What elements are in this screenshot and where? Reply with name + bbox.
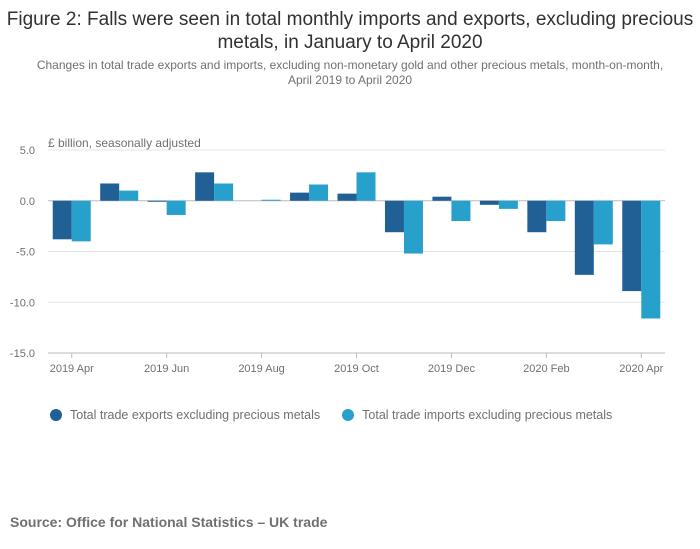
y-tick-label: 5.0	[20, 145, 35, 157]
x-tick-label: 2019 Jun	[144, 363, 189, 375]
plot-area: 5.0 0.0 -5.0 -10.0 -15.0 2019 Apr 2019 Jun 2019…	[10, 145, 665, 375]
source-note: Source: Office for National Statistics –…	[10, 514, 328, 530]
bar-imports	[214, 183, 234, 201]
bar-imports	[593, 200, 613, 245]
x-tick-label: 2020 Apr	[619, 363, 663, 375]
bar-exports	[52, 200, 72, 240]
legend-item-exports[interactable]: Total trade exports excluding precious m…	[50, 408, 320, 422]
legend-label: Total trade exports excluding precious m…	[70, 408, 321, 422]
bar-exports	[290, 192, 310, 201]
bar-exports	[574, 200, 594, 275]
bar-imports	[403, 200, 423, 254]
bar-imports	[71, 200, 91, 242]
bar-imports	[309, 184, 329, 201]
bar-imports	[641, 200, 661, 319]
y-tick-label: -5.0	[16, 247, 35, 259]
y-tick-label: 0.0	[20, 196, 35, 208]
y-tick-label: -10.0	[10, 297, 35, 309]
bar-exports	[337, 193, 357, 201]
bar-exports	[384, 200, 404, 233]
bar-imports	[356, 172, 376, 201]
x-tick-label: 2020 Feb	[523, 363, 569, 375]
bar-exports	[100, 183, 120, 201]
bar-imports	[261, 199, 281, 201]
bar-exports	[195, 172, 215, 201]
x-tick-label: 2019 Apr	[50, 363, 94, 375]
chart-title: Figure 2: Falls were seen in total month…	[6, 9, 694, 53]
y-tick-label: -15.0	[10, 348, 35, 360]
bar-imports	[546, 200, 566, 222]
bar-imports	[451, 200, 471, 222]
y-axis-label: £ billion, seasonally adjusted	[48, 136, 201, 150]
bar-exports	[527, 200, 547, 233]
x-tick-label: 2019 Oct	[334, 363, 379, 375]
legend-item-imports[interactable]: Total trade imports excluding precious m…	[342, 408, 612, 422]
bar-exports	[479, 200, 499, 205]
chart-subtitle: Changes in total trade exports and impor…	[36, 58, 664, 87]
x-tick-label: 2019 Dec	[428, 363, 476, 375]
x-tick-label: 2019 Aug	[238, 363, 285, 375]
bar-exports	[622, 200, 642, 292]
bar-imports	[119, 190, 139, 201]
bar-exports	[432, 196, 452, 201]
bar-exports	[147, 200, 167, 202]
bar-imports	[498, 200, 518, 209]
legend-label: Total trade imports excluding precious m…	[362, 408, 613, 422]
bar-imports	[166, 200, 186, 215]
imports-swatch	[342, 409, 355, 421]
legend: Total trade exports excluding precious m…	[50, 408, 612, 422]
exports-swatch	[50, 409, 62, 421]
